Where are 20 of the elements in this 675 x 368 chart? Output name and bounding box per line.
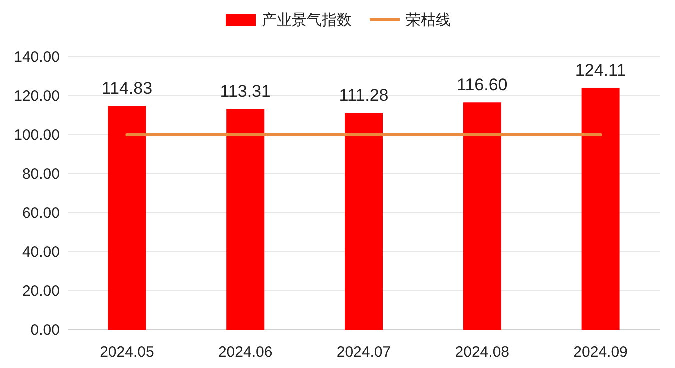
data-label: 124.11: [575, 60, 626, 80]
data-label: 111.28: [339, 86, 389, 106]
y-tick-label: 80.00: [22, 166, 60, 183]
y-tick-label: 20.00: [22, 283, 60, 300]
x-tick-label: 2024.07: [336, 344, 392, 361]
y-tick-label: 0.00: [30, 322, 60, 339]
y-tick-label: 100.00: [14, 127, 60, 144]
x-tick-label: 2024.06: [218, 344, 273, 361]
y-tick-label: 140.00: [14, 49, 60, 66]
legend-label: 荣枯线: [406, 12, 451, 29]
legend-label: 产业景气指数: [262, 12, 352, 29]
data-label: 114.83: [102, 79, 153, 98]
x-tick-label: 2024.08: [455, 344, 510, 361]
x-tick-label: 2024.05: [100, 344, 154, 361]
y-tick-label: 120.00: [14, 88, 60, 105]
y-tick-label: 40.00: [22, 244, 60, 261]
x-tick-label: 2024.09: [574, 344, 628, 361]
data-label: 113.31: [220, 82, 271, 102]
data-label: 116.60: [457, 76, 508, 95]
y-tick-label: 60.00: [22, 205, 60, 222]
